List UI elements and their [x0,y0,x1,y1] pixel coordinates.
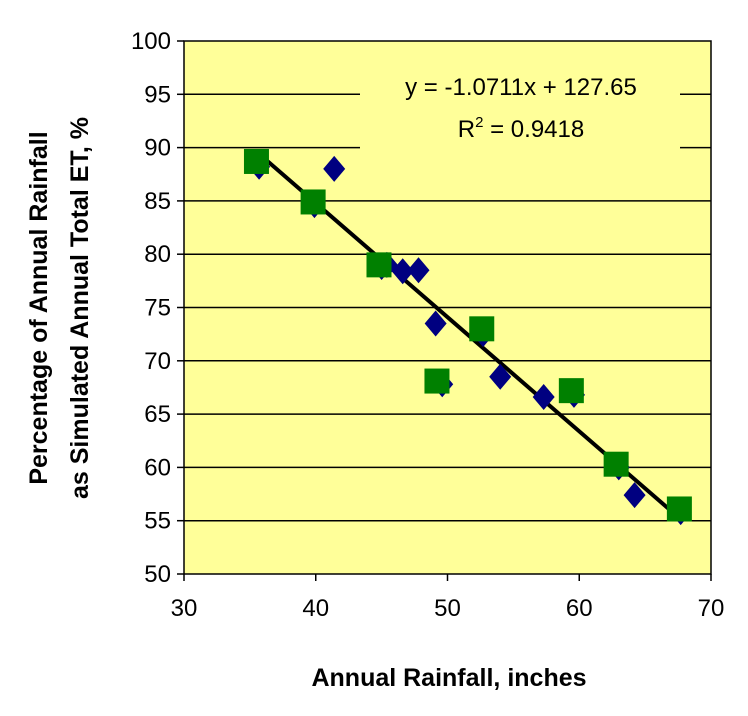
data-point-diamond [489,363,512,390]
y-tick-label: 80 [144,241,171,268]
data-point-diamond [532,384,555,411]
x-tick-label: 60 [566,595,593,622]
data-point-square [469,316,495,342]
y-axis-title-line2: as Simulated Annual Total ET, % [66,117,94,499]
data-point-square [300,189,326,215]
y-tick-label: 60 [144,454,171,481]
data-point-diamond [407,257,430,284]
x-tick-label: 50 [434,595,461,622]
data-point-diamond [424,310,447,337]
data-point-diamond [323,155,346,182]
y-axis-title-line1: Percentage of Annual Rainfall [25,131,53,484]
equation-box: y = -1.0711x + 127.65 R2 = 0.9418 [360,68,680,150]
y-tick-label: 50 [144,561,171,588]
data-point-square [603,451,629,477]
data-points [243,148,692,526]
x-tick-label: 40 [302,595,329,622]
data-point-square [666,496,692,522]
y-tick-label: 55 [144,508,171,535]
x-tick-label: 30 [171,595,198,622]
data-point-diamond [623,482,646,509]
data-point-square [366,252,392,278]
y-tick-label: 85 [144,188,171,215]
data-point-square [558,378,584,404]
data-point-square [243,148,269,174]
y-tick-label: 95 [144,81,171,108]
y-tick-label: 100 [131,28,171,55]
r-squared-label: R2 = 0.9418 [458,114,584,143]
data-point-diamond [391,258,414,285]
x-tick-label: 70 [698,595,725,622]
equation-background [360,68,680,150]
trendline-equation: y = -1.0711x + 127.65 [405,74,637,101]
y-tick-label: 65 [144,401,171,428]
y-tick-label: 90 [144,135,171,162]
y-tick-label: 75 [144,295,171,322]
y-tick-label: 70 [144,348,171,375]
data-point-square [424,368,450,394]
x-axis-title: Annual Rainfall, inches [311,664,586,692]
axes: 50 55 60 65 70 75 80 85 90 95 100 30 40 50 60 70 [131,28,724,622]
